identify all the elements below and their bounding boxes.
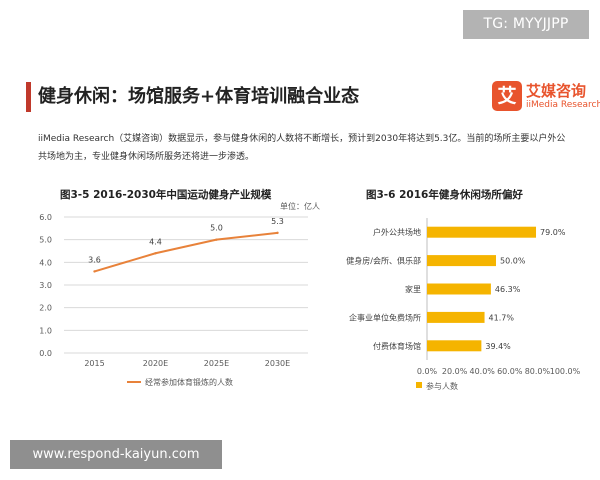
bar-chart-category-label: 付费体育场馆: [373, 341, 421, 351]
brand-name-en: iiMedia Research: [526, 100, 600, 110]
line-chart-xtick-label: 2030E: [265, 359, 290, 368]
line-chart-point: [276, 231, 279, 235]
bar-chart-data-label: 79.0%: [540, 228, 566, 237]
bar-chart-category-label: 户外公共场地: [373, 227, 421, 237]
bar-chart-category-label: 家里: [405, 284, 421, 294]
brand-logo-block: 艾 艾媒咨询 iiMedia Research: [492, 80, 600, 114]
page-title: 健身休闲：场馆服务+体育培训融合业态: [38, 86, 360, 107]
bar-chart-bar: [427, 311, 485, 323]
intro-paragraph: iiMedia Research（艾媒咨询）数据显示，参与健身休闲的人数将不断增…: [38, 134, 566, 162]
bar-chart: 户外公共场地 79.0% 健身房/会所、俱乐部 50.0% 家里 46.3% 企事业单位免费…: [346, 218, 581, 391]
line-chart-data-label: 5.3: [271, 217, 284, 226]
line-chart-ytick-label: 5.0: [39, 236, 52, 245]
bar-chart-xtick-label: 20.0%: [442, 367, 468, 376]
bar-chart-xtick-label: 100.0%: [550, 367, 581, 376]
bar-chart-data-label: 46.3%: [495, 285, 521, 294]
line-chart-point: [154, 252, 157, 255]
bar-chart-xtick-label: 80.0%: [525, 367, 551, 376]
line-chart-ytick-label: 2.0: [39, 304, 52, 313]
bar-chart-legend-swatch: [416, 382, 422, 388]
line-chart-point: [215, 238, 218, 241]
line-chart-unit-label: 单位：亿人: [280, 201, 320, 211]
line-chart-xtick-label: 2015: [84, 359, 104, 368]
line-chart-xtick-label: 2020E: [143, 359, 168, 368]
line-chart: 0.0 1.0 2.0 3.0 4.0 5.0 6.0 单位：亿人 2015 2020E 2025E…: [39, 201, 320, 387]
line-chart-title: 图3-5 2016-2030年中国运动健身产业规模: [60, 189, 272, 201]
bar-chart-bar: [427, 255, 496, 267]
bar-chart-data-label: 50.0%: [500, 257, 526, 266]
bar-chart-xtick-label: 40.0%: [469, 367, 495, 376]
line-chart-ytick-label: 4.0: [39, 258, 52, 267]
bar-chart-data-label: 39.4%: [485, 342, 511, 351]
bar-chart-data-label: 41.7%: [489, 313, 515, 322]
brand-logo-icon: 艾: [492, 81, 522, 111]
line-chart-series-line: [94, 231, 278, 273]
line-chart-ytick-label: 1.0: [39, 326, 52, 335]
line-chart-point: [93, 270, 96, 273]
bar-chart-category-label: 健身房/会所、俱乐部: [346, 256, 421, 266]
bar-chart-xtick-label: 60.0%: [497, 367, 523, 376]
line-chart-ytick-label: 6.0: [39, 213, 52, 222]
line-chart-ytick-label: 3.0: [39, 281, 52, 290]
bar-chart-title: 图3-6 2016年健身休闲场所偏好: [366, 189, 523, 201]
line-chart-legend-label: 经常参加体育锻炼的人数: [145, 377, 233, 387]
watermark-bottom: www.respond-kaiyun.com: [10, 440, 222, 469]
line-chart-data-label: 3.6: [88, 255, 101, 264]
watermark-top: TG: MYYJJPP: [463, 10, 589, 39]
bar-chart-category-label: 企事业单位免费场所: [349, 312, 421, 322]
title-accent-bar: [26, 82, 31, 112]
line-chart-ytick-label: 0.0: [39, 349, 52, 358]
bar-chart-legend-label: 参与人数: [426, 381, 458, 391]
line-chart-data-label: 4.4: [149, 237, 162, 246]
bar-chart-bar: [427, 283, 491, 295]
bar-chart-bar: [427, 226, 537, 238]
line-chart-data-label: 5.0: [210, 224, 223, 233]
brand-name-cn: 艾媒咨询: [526, 82, 587, 100]
bar-chart-bar: [427, 340, 482, 352]
line-chart-xtick-label: 2025E: [204, 359, 229, 368]
bar-chart-xtick-label: 0.0%: [417, 367, 438, 376]
